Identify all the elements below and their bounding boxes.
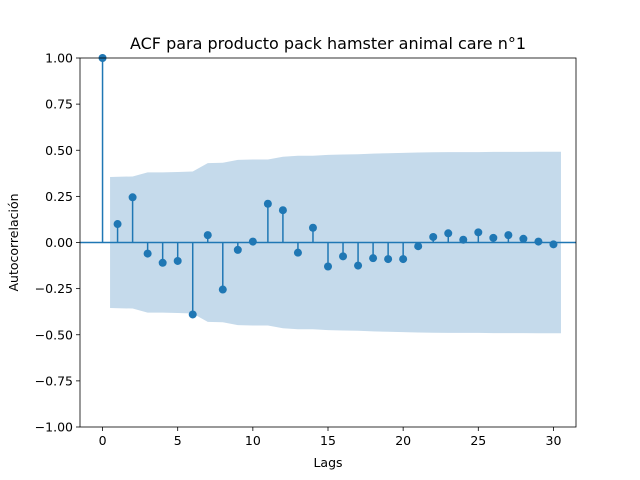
acf-point xyxy=(444,229,453,238)
acf-point xyxy=(459,235,468,244)
acf-point xyxy=(233,245,242,254)
y-tick-label: 1.00 xyxy=(45,51,73,66)
x-axis-label: Lags xyxy=(313,455,342,470)
acf-point xyxy=(414,242,423,251)
acf-point xyxy=(278,206,287,215)
acf-point xyxy=(369,254,378,263)
x-tick-label: 20 xyxy=(395,433,411,448)
acf-point xyxy=(308,223,317,232)
x-tick-label: 15 xyxy=(320,433,336,448)
x-axis-ticks: 0 5 10 15 20 25 30 xyxy=(99,427,562,448)
acf-point xyxy=(263,199,272,208)
y-tick-label: 0.00 xyxy=(45,235,73,250)
y-tick-label: 0.25 xyxy=(45,189,73,204)
acf-point xyxy=(519,234,528,243)
acf-point xyxy=(549,240,558,249)
x-tick-label: 30 xyxy=(546,433,562,448)
chart-title: ACF para producto pack hamster animal ca… xyxy=(130,34,526,53)
y-tick-label: 0.75 xyxy=(45,97,73,112)
x-tick-label: 10 xyxy=(245,433,261,448)
acf-point xyxy=(128,193,137,202)
acf-point xyxy=(218,285,227,294)
acf-point xyxy=(248,237,257,246)
x-tick-label: 25 xyxy=(470,433,486,448)
y-axis-label: Autocorrelación xyxy=(6,193,21,291)
acf-point xyxy=(339,252,348,261)
x-tick-label: 0 xyxy=(99,433,107,448)
plot-area xyxy=(80,54,576,334)
acf-point xyxy=(293,248,302,257)
acf-point xyxy=(354,261,363,270)
acf-point xyxy=(474,228,483,237)
acf-point xyxy=(489,233,498,242)
y-tick-label: 0.50 xyxy=(45,143,73,158)
acf-point xyxy=(399,255,408,264)
acf-point xyxy=(143,249,152,258)
acf-point xyxy=(429,232,438,241)
y-tick-label: −1.00 xyxy=(35,420,73,435)
acf-point xyxy=(188,310,197,319)
acf-point xyxy=(534,237,543,246)
acf-point xyxy=(113,220,122,229)
acf-point xyxy=(158,258,167,267)
acf-point xyxy=(173,256,182,265)
acf-point xyxy=(324,262,332,271)
y-axis-ticks: −1.00 −0.75 −0.50 −0.25 0.00 0.25 0.50 0.75 1.00 xyxy=(35,51,80,435)
acf-point xyxy=(203,231,212,240)
x-tick-label: 5 xyxy=(174,433,182,448)
acf-point xyxy=(504,231,513,240)
y-tick-label: −0.75 xyxy=(35,373,73,388)
y-tick-label: −0.25 xyxy=(35,281,73,296)
y-tick-label: −0.50 xyxy=(35,327,73,342)
acf-point xyxy=(384,255,393,264)
